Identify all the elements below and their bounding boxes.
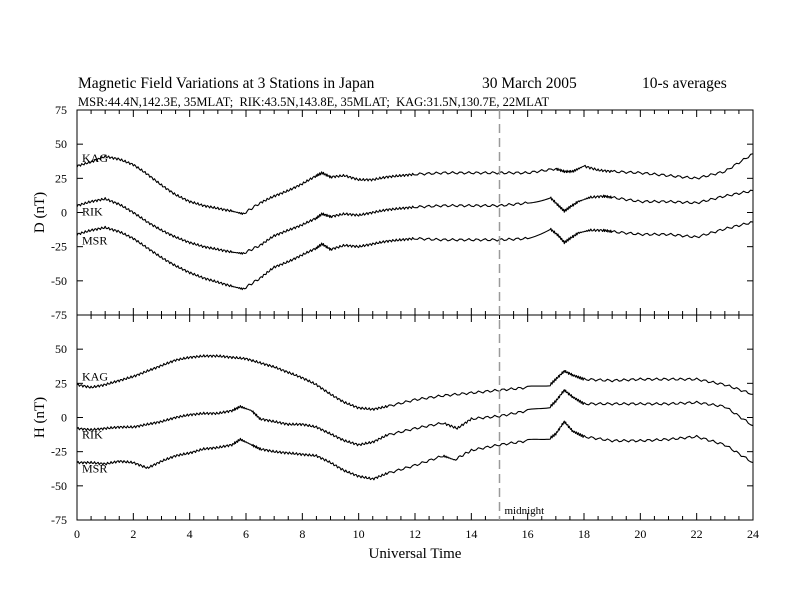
h-series-label-rik: RIK bbox=[82, 427, 103, 441]
h-y-tick-label: 50 bbox=[55, 342, 67, 356]
h-series-label-kag: KAG bbox=[82, 370, 108, 384]
x-tick-label: 18 bbox=[578, 527, 590, 541]
d-series-label-msr: MSR bbox=[82, 233, 107, 247]
d-y-tick-label: 25 bbox=[55, 171, 67, 185]
averaging-note: 10-s averages bbox=[642, 75, 727, 92]
x-tick-label: 4 bbox=[187, 527, 193, 541]
h-y-tick-label: -75 bbox=[51, 513, 67, 527]
d-series-rik bbox=[76, 189, 754, 255]
x-tick-label: 16 bbox=[522, 527, 534, 541]
x-tick-label: 6 bbox=[243, 527, 249, 541]
d-y-tick-label: 75 bbox=[55, 103, 67, 117]
d-series-label-kag: KAG bbox=[82, 151, 108, 165]
d-series-msr bbox=[76, 221, 754, 291]
h-y-tick-label: 0 bbox=[61, 411, 67, 425]
chart-date: 30 March 2005 bbox=[482, 75, 577, 92]
x-axis-label: Universal Time bbox=[369, 546, 462, 562]
x-tick-label: 24 bbox=[747, 527, 759, 541]
midnight-label: midnight bbox=[505, 505, 545, 517]
h-series-rik bbox=[76, 389, 754, 447]
x-tick-label: 8 bbox=[299, 527, 305, 541]
d-y-tick-label: 0 bbox=[61, 206, 67, 220]
x-tick-label: 14 bbox=[465, 527, 477, 541]
h-y-axis-label: H (nT) bbox=[32, 397, 48, 438]
chart-title: Magnetic Field Variations at 3 Stations … bbox=[78, 75, 375, 92]
d-y-tick-label: -75 bbox=[51, 308, 67, 322]
station-coordinates: MSR:44.4N,142.3E, 35MLAT; RIK:43.5N,143.… bbox=[78, 95, 550, 109]
d-component-panel: 75 50 25 0 -25 -50 -75 D (nT) KAG RIK MSR bbox=[32, 103, 754, 322]
h-y-tick-label: -50 bbox=[51, 479, 67, 493]
x-tick-label: 20 bbox=[634, 527, 646, 541]
h-series-label-msr: MSR bbox=[82, 462, 107, 476]
h-series-msr bbox=[76, 420, 754, 481]
x-tick-label: 0 bbox=[74, 527, 80, 541]
x-tick-label: 12 bbox=[409, 527, 421, 541]
d-y-axis-label: D (nT) bbox=[32, 192, 48, 233]
h-series-kag bbox=[76, 354, 754, 411]
x-tick-label: 10 bbox=[353, 527, 365, 541]
h-y-tick-label: 25 bbox=[55, 376, 67, 390]
h-y-tick-label: -25 bbox=[51, 445, 67, 459]
d-panel-frame bbox=[76, 109, 754, 316]
x-tick-label: 2 bbox=[130, 527, 136, 541]
x-tick-label: 22 bbox=[691, 527, 703, 541]
d-series-label-rik: RIK bbox=[82, 205, 103, 219]
d-y-tick-label: -50 bbox=[51, 274, 67, 288]
d-series-kag bbox=[76, 153, 754, 216]
d-y-tick-label: 50 bbox=[55, 137, 67, 151]
d-y-tick-label: -25 bbox=[51, 240, 67, 254]
